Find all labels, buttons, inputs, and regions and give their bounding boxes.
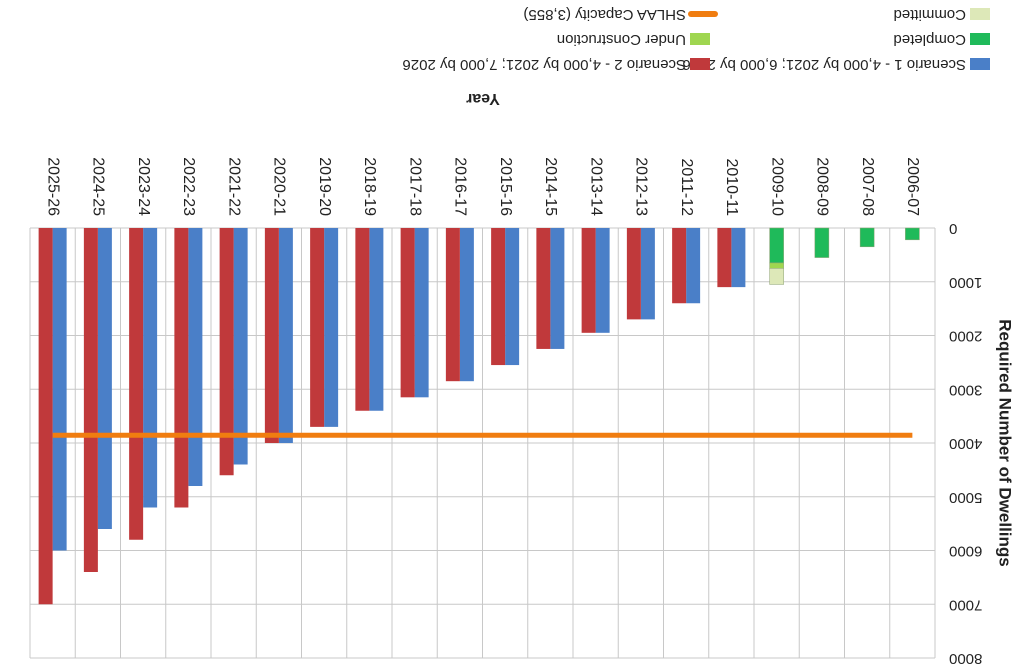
x-tick-label: 2015-16 <box>497 157 514 216</box>
x-tick-label: 2009-10 <box>768 157 785 216</box>
bar <box>717 228 732 288</box>
bar <box>233 228 248 465</box>
bar <box>550 228 565 349</box>
x-tick-label: 2025-26 <box>44 157 61 216</box>
y-tick-label: 0 <box>949 220 957 237</box>
legend-label: Scenario 2 - 4,000 by 2021; 7,000 by 202… <box>402 56 686 73</box>
bar <box>731 228 746 288</box>
legend-swatch <box>970 33 990 45</box>
stacked-bar <box>814 227 830 258</box>
x-tick-label: 2023-24 <box>135 157 152 216</box>
y-tick-label: 4000 <box>949 435 982 452</box>
stacked-bar <box>769 227 784 264</box>
bar <box>686 228 701 304</box>
x-tick-label: 2006-07 <box>904 157 921 216</box>
bar <box>459 228 474 382</box>
bar <box>445 228 460 382</box>
bar <box>278 228 293 443</box>
bar <box>97 228 112 529</box>
bar <box>581 228 596 333</box>
bar <box>536 228 551 349</box>
y-tick-label: 8000 <box>949 650 982 667</box>
x-tick-label: 2012-13 <box>633 157 650 216</box>
bar <box>143 228 158 508</box>
bar <box>129 228 144 540</box>
bar <box>595 228 610 333</box>
x-tick-label: 2007-08 <box>859 157 876 216</box>
bar <box>188 228 203 486</box>
x-tick-label: 2017-18 <box>406 157 423 216</box>
bar <box>219 228 234 476</box>
y-tick-label: 5000 <box>949 489 982 506</box>
x-tick-label: 2014-15 <box>542 157 559 216</box>
rotated-chart: Required Number of Dwellings Year 0 1000 2… <box>29 6 1015 667</box>
stacked-bar <box>769 268 784 285</box>
legend-swatch <box>970 8 990 20</box>
x-tick-label: 2013-14 <box>587 157 604 216</box>
x-tick-label: 2011-12 <box>678 158 695 216</box>
bar <box>324 228 339 427</box>
legend-label: Completed <box>893 31 966 48</box>
bar <box>369 228 384 411</box>
bar <box>83 228 98 572</box>
y-axis-title: Required Number of Dwellings <box>996 319 1015 566</box>
x-tick-label: 2021-22 <box>225 157 242 216</box>
legend-swatch <box>970 58 990 70</box>
bar <box>38 228 53 605</box>
bar <box>626 228 641 320</box>
bar <box>505 228 520 366</box>
legend-label: Committed <box>893 6 966 23</box>
x-axis-title: Year <box>466 90 500 107</box>
legend-swatch <box>690 58 710 70</box>
x-tick-label: 2018-19 <box>361 157 378 216</box>
x-tick-label: 2024-25 <box>90 157 107 216</box>
legend-label: SHLAA Capacity (3,855) <box>523 6 686 23</box>
stacked-bar <box>905 227 920 241</box>
bar <box>174 228 189 508</box>
x-tick-label: 2008-09 <box>814 157 831 216</box>
x-tick-label: 2020-21 <box>271 157 288 216</box>
x-tick-label: 2016-17 <box>452 157 469 216</box>
stacked-bar <box>769 262 784 269</box>
bar <box>355 228 370 411</box>
x-tick-label: 2022-23 <box>180 157 197 216</box>
legend-swatch <box>688 11 718 17</box>
x-tick-label: 2010-11 <box>723 158 740 216</box>
y-tick-label: 7000 <box>949 596 982 613</box>
legend-label: Under Construction <box>557 31 686 48</box>
bar <box>640 228 655 320</box>
bar <box>400 228 415 398</box>
y-tick-label: 3000 <box>949 381 982 398</box>
stacked-bar <box>859 227 875 248</box>
bar <box>491 228 506 366</box>
bar <box>310 228 325 427</box>
bar <box>672 228 687 304</box>
legend-label: Scenario 1 - 4,000 by 2021; 6,000 by 202… <box>682 56 966 73</box>
bar <box>52 228 67 551</box>
y-tick-label: 2000 <box>949 328 982 345</box>
bar <box>264 228 279 443</box>
bar <box>414 228 429 398</box>
x-tick-label: 2019-20 <box>316 157 333 216</box>
legend-swatch <box>690 33 710 45</box>
y-tick-label: 1000 <box>949 274 982 291</box>
y-tick-label: 6000 <box>949 543 982 560</box>
